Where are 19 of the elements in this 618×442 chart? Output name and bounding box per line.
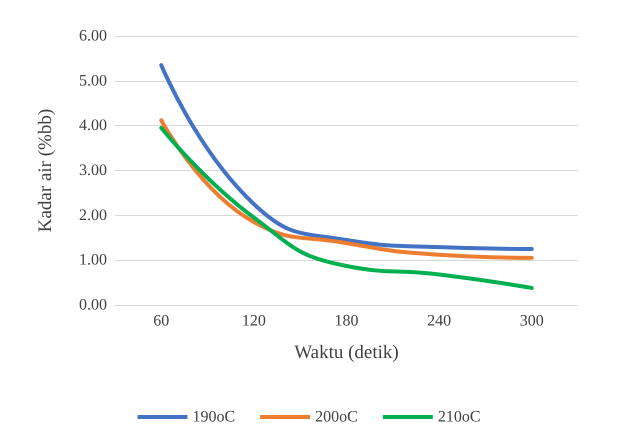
legend-label: 210oC <box>438 408 481 426</box>
y-axis-title: Kadar air (%bb) <box>35 108 56 232</box>
y-tick-label: 2.00 <box>79 206 107 224</box>
x-axis-title: Waktu (detik) <box>294 342 399 363</box>
y-tick-label: 6.00 <box>79 28 107 44</box>
x-tick-label: 300 <box>520 312 544 330</box>
x-tick-label: 120 <box>242 312 266 330</box>
x-tick-label: 180 <box>334 312 358 330</box>
y-tick-label: 4.00 <box>79 117 107 134</box>
legend-label: 190oC <box>192 408 236 426</box>
line-series <box>159 126 534 290</box>
legend-label: 200oC <box>315 408 358 426</box>
y-tick-label: 5.00 <box>79 72 107 90</box>
line-series <box>159 63 534 251</box>
x-tick-label: 60 <box>153 312 170 330</box>
x-tick-label: 240 <box>427 312 452 330</box>
y-tick-label: 3.00 <box>79 162 107 179</box>
y-tick-label: 1.00 <box>79 252 107 269</box>
y-tick-label: 0.00 <box>79 296 107 314</box>
